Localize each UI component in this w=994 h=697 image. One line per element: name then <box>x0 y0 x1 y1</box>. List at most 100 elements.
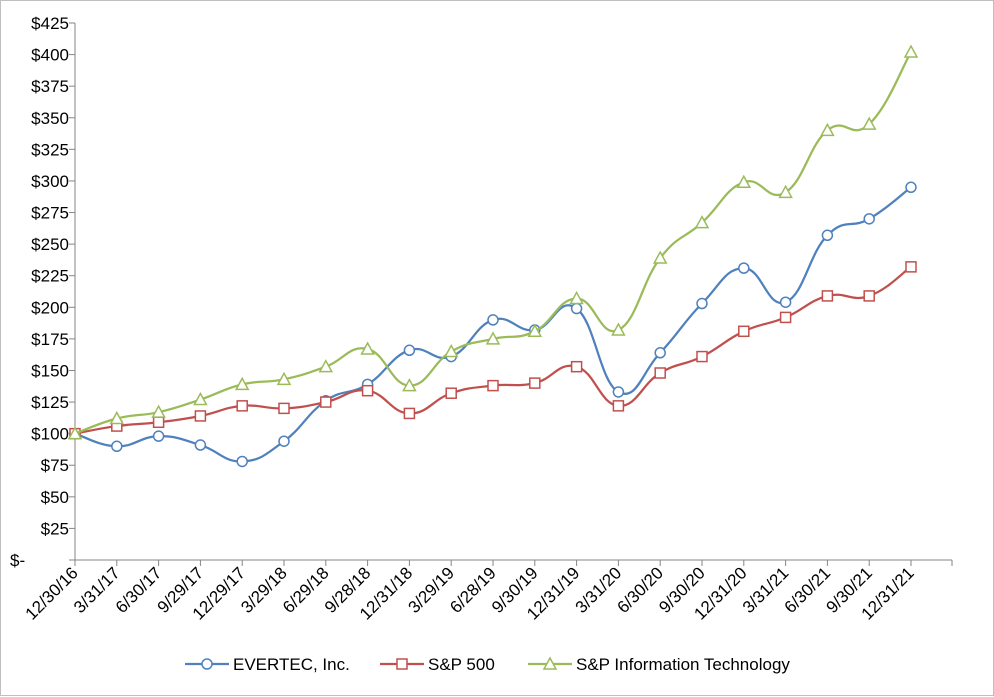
data-point <box>236 455 248 468</box>
series-s-p-500 <box>69 261 917 440</box>
data-point <box>821 229 834 242</box>
data-point <box>152 416 165 429</box>
data-point <box>738 325 750 338</box>
data-point <box>443 343 459 358</box>
legend-marker <box>396 658 408 670</box>
data-point <box>67 426 83 440</box>
data-point <box>194 410 207 422</box>
data-point <box>403 344 416 357</box>
data-point <box>779 296 792 308</box>
data-point <box>905 181 917 194</box>
data-point <box>821 290 834 302</box>
data-point <box>611 322 626 336</box>
y-tick-label: $75 <box>41 456 69 475</box>
x-tick-label: 6/30/20 <box>613 563 667 617</box>
data-point <box>487 314 499 326</box>
data-point <box>569 290 584 305</box>
series-evertec-inc <box>69 181 917 468</box>
data-point <box>485 331 501 345</box>
data-point <box>820 122 835 137</box>
x-tick-label: 3/29/19 <box>404 563 458 617</box>
x-tick-label: 6/28/19 <box>446 563 500 617</box>
series-line <box>74 265 912 435</box>
legend-marker <box>542 656 558 670</box>
data-point <box>863 213 875 225</box>
x-tick-label: 6/30/21 <box>781 563 835 617</box>
legend-entry: S&P Information Technology <box>528 655 790 674</box>
y-tick-label: $150 <box>31 361 69 380</box>
data-point <box>612 386 625 398</box>
data-point <box>694 215 710 229</box>
y-tick-label: $375 <box>31 77 69 96</box>
y-tick-label: $250 <box>31 235 69 254</box>
data-point <box>861 116 877 130</box>
y-tick-label: $- <box>10 551 25 570</box>
y-tick-label: $175 <box>31 330 69 349</box>
y-tick-label: $25 <box>41 519 69 538</box>
data-point <box>278 435 290 447</box>
data-point <box>193 391 208 406</box>
data-point <box>529 377 541 389</box>
data-point <box>109 410 125 425</box>
series-line <box>74 51 912 435</box>
data-point <box>361 384 374 397</box>
data-point <box>778 184 793 199</box>
data-point <box>736 174 752 188</box>
data-point <box>487 379 499 392</box>
data-point <box>696 350 708 363</box>
series-line <box>74 186 912 463</box>
series-s-p-information-technology <box>67 44 919 440</box>
data-point <box>652 250 668 264</box>
data-point <box>654 367 666 379</box>
y-axis: $- $25 $50 $75 $100 $125 $150 $175 $200 $225 $250 $… <box>10 14 76 570</box>
data-point <box>445 387 457 399</box>
data-point <box>738 262 750 274</box>
legend-marker <box>201 658 213 670</box>
data-point <box>403 407 416 420</box>
data-point <box>234 376 250 391</box>
data-point <box>152 430 165 442</box>
y-tick-label: $125 <box>31 393 69 412</box>
legend-entry: EVERTEC, Inc. <box>185 655 350 674</box>
data-point <box>903 44 919 58</box>
x-tick-label: 3/31/20 <box>572 563 626 617</box>
y-tick-label: $325 <box>31 140 69 159</box>
x-axis: 12/30/163/31/176/30/179/29/1712/29/173/2… <box>22 559 953 624</box>
data-point <box>654 347 666 359</box>
data-point <box>696 297 708 310</box>
data-point <box>151 404 166 418</box>
data-point <box>527 323 543 338</box>
data-point <box>236 400 248 412</box>
x-tick-label: 3/31/17 <box>70 563 124 617</box>
data-point <box>320 396 332 408</box>
y-tick-label: $225 <box>31 267 69 286</box>
data-point <box>276 371 292 386</box>
data-point <box>278 402 290 415</box>
legend: EVERTEC, Inc. S&P 500 S&P Information Tech… <box>185 655 790 674</box>
legend-entry: S&P 500 <box>380 655 495 674</box>
data-point <box>570 360 583 373</box>
y-tick-label: $200 <box>31 298 69 317</box>
data-point <box>111 440 123 453</box>
y-tick-label: $100 <box>31 425 69 444</box>
data-point <box>863 290 875 302</box>
y-tick-label: $400 <box>31 46 69 65</box>
data-point <box>402 378 417 392</box>
y-tick-label: $275 <box>31 204 69 223</box>
data-point <box>318 359 334 373</box>
x-tick-label: 6/30/17 <box>112 563 166 617</box>
y-tick-label: $350 <box>31 109 69 128</box>
data-point <box>779 311 792 324</box>
data-point <box>360 341 375 355</box>
data-point <box>570 302 583 315</box>
y-tick-label: $300 <box>31 172 69 191</box>
data-point <box>905 261 917 273</box>
y-tick-label: $425 <box>31 14 69 33</box>
x-tick-label: 3/29/18 <box>237 563 291 617</box>
data-point <box>194 439 207 451</box>
legend-label: EVERTEC, Inc. <box>233 655 350 674</box>
series-layer <box>67 44 919 468</box>
x-tick-label: 12/30/16 <box>22 563 82 623</box>
